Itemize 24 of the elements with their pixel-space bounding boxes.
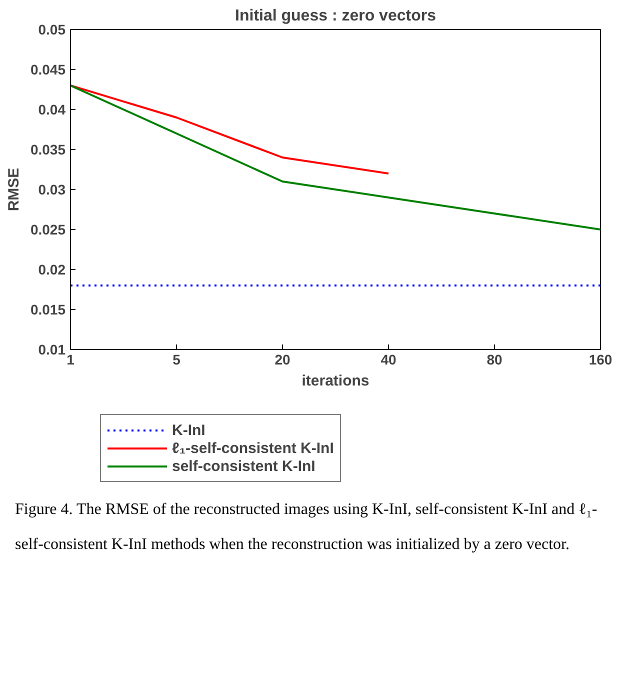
y-tick-label: 0.01 — [38, 342, 66, 358]
y-tick-label: 0.03 — [38, 182, 66, 198]
x-tick-label: 160 — [588, 352, 612, 368]
chart-title: Initial guess : zero vectors — [235, 8, 436, 24]
y-tick-label: 0.04 — [38, 102, 66, 118]
legend-label: K-InI — [172, 421, 206, 439]
y-tick-label: 0.025 — [30, 222, 66, 238]
legend-label: ℓ₁-self-consistent K-InI — [172, 439, 334, 457]
y-tick-label: 0.035 — [30, 142, 66, 158]
x-tick-label: 5 — [172, 352, 181, 368]
y-tick-label: 0.045 — [30, 62, 66, 78]
caption: Figure 4. The RMSE of the reconstructed images using K-InI, self-consistent K-InI and ℓ₁-self-consistent K-InI methods when the reconstruction was initialized by a zero vector. — [15, 500, 598, 556]
x-tick-label: 40 — [380, 352, 396, 368]
y-tick-label: 0.05 — [38, 22, 66, 38]
y-tick-label: 0.02 — [38, 262, 66, 278]
x-tick-label: 80 — [486, 352, 502, 368]
line-series — [70, 84, 390, 174]
y-tick-label: 0.015 — [30, 302, 66, 318]
x-tick-label: 1 — [66, 352, 75, 368]
x-tick-label: 20 — [274, 352, 290, 368]
y-axis-title: RMSE — [5, 168, 22, 212]
line-series — [70, 84, 600, 230]
legend-label: self-consistent K-InI — [172, 457, 316, 475]
x-axis-title: iterations — [302, 372, 370, 390]
